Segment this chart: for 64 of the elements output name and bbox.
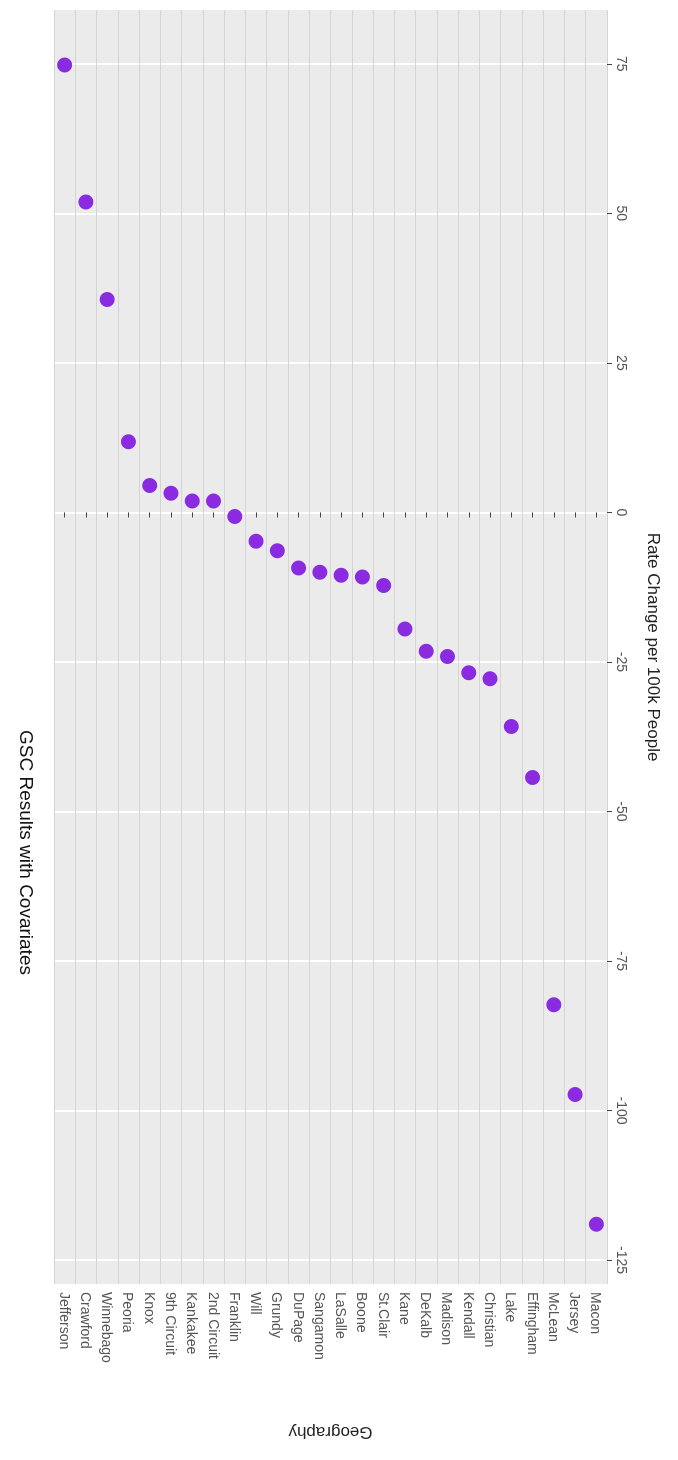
point [120,434,136,450]
x-tick-label: Jefferson [56,1292,73,1350]
x-tick-label: Lake [503,1292,520,1323]
x-tick-label: Crawford [77,1292,94,1349]
point [78,194,94,210]
x-tick-label: Macon [588,1292,605,1335]
point [418,643,434,659]
y-tick-label: -75 [614,950,630,972]
point [525,769,541,785]
y-tick-label: -125 [614,1246,630,1275]
x-tick-label: Grundy [269,1292,286,1338]
point [440,649,455,665]
point [99,291,115,307]
x-tick-label: LaSalle [333,1292,350,1339]
x-tick-label: Kankakee [184,1292,201,1355]
y-axis-title: Rate Change per 100k People [644,532,663,762]
y-tick-label: 75 [614,56,630,72]
point [333,567,349,583]
x-tick-label: Kendall [460,1292,477,1339]
x-tick-label: Jersey [567,1292,584,1334]
text: GSC Results with Covariates [15,730,37,975]
point [291,560,307,576]
point [312,564,328,580]
x-tick-label: Peoria [120,1292,137,1333]
point [482,671,498,687]
y-tick-label: -50 [614,801,630,822]
point [397,621,413,637]
y-tick-label: 25 [614,355,630,371]
point [227,509,243,525]
x-tick-label: McLean [545,1292,562,1342]
x-tick-label: Effingham [524,1292,541,1355]
point [248,533,264,549]
x-tick-label: Will [248,1292,265,1315]
y-tick-label: 0 [614,508,630,517]
point [461,665,477,681]
x-tick-label: Sangamon [311,1292,328,1360]
point [546,997,562,1013]
x-tick-label: DuPage [290,1292,307,1343]
x-tick-label: 2nd Circuit [205,1292,222,1360]
y-tick-label: 50 [614,205,630,222]
y-tick-label: -100 [614,1096,630,1125]
point [503,719,519,735]
x-tick-label: Christian [482,1292,499,1348]
x-tick-label: Winnebago [99,1292,116,1364]
point [269,543,285,559]
x-tick-label: DeKalb [418,1292,435,1339]
y-tick-label: -25 [614,651,630,673]
x-tick-label: Kane [396,1292,413,1325]
x-axis-title: Geography [287,1423,373,1442]
x-tick-label: Franklin [226,1292,243,1342]
point [184,493,200,509]
point [163,485,179,501]
point [588,1216,604,1232]
point [57,57,73,73]
point [376,577,392,593]
x-tick-label: Knox [141,1292,158,1324]
point [567,1086,583,1102]
x-tick-label: Boone [354,1292,371,1333]
point [354,569,370,585]
point [206,493,222,509]
x-tick-label: St.Clair [375,1292,392,1339]
x-tick-label: 9th Circuit [162,1292,179,1356]
point [142,478,158,493]
x-tick-label: Madison [439,1292,456,1345]
